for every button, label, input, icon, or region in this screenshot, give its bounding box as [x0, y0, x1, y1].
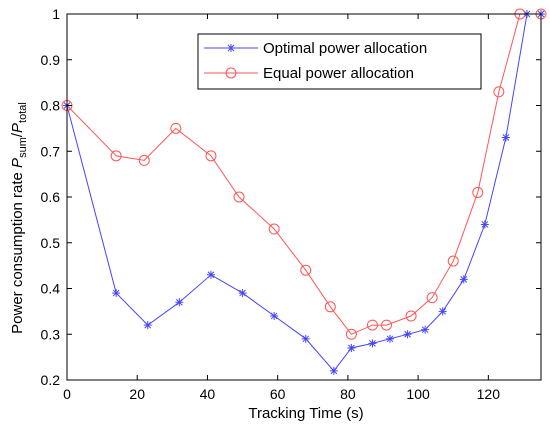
- axes: 0 20 40 60 80 100 120 0.2 0.3 0.4 0.5 0.6 0.7 0.8 0.9 1: [41, 6, 542, 402]
- series-layer: [61, 8, 547, 375]
- data-point-equal: [426, 292, 438, 304]
- data-point-optimal: [301, 334, 310, 343]
- y-axis-label-p1: P: [9, 158, 26, 168]
- data-point-optimal: [386, 334, 395, 343]
- y-axis-label: Power consumption rate Psum/Ptotal: [9, 102, 29, 334]
- data-point-optimal: [480, 220, 489, 229]
- data-point-optimal: [270, 311, 279, 320]
- data-point-equal: [138, 154, 150, 166]
- data-point-optimal: [501, 133, 510, 142]
- series-line-equal: [66, 13, 541, 335]
- x-tick-label: 120: [477, 386, 501, 402]
- y-axis-label-main: Power consumption rate: [9, 168, 26, 334]
- data-point-equal: [233, 191, 245, 203]
- legend-entry-equal: Equal power allocation: [204, 65, 414, 82]
- y-axis-label-slash: /: [9, 132, 26, 137]
- data-point-optimal: [347, 343, 356, 352]
- data-point-equal: [268, 223, 280, 235]
- data-point-equal: [381, 319, 393, 331]
- x-tick-label: 40: [200, 386, 216, 402]
- legend-marker-optimal: [227, 44, 235, 52]
- data-point-optimal: [206, 270, 215, 279]
- data-point-equal: [170, 122, 182, 134]
- x-tick-label: 60: [270, 386, 286, 402]
- data-point-equal: [472, 186, 484, 198]
- data-point-optimal: [175, 298, 184, 307]
- y-axis-label-p2: P: [9, 123, 26, 133]
- data-point-equal: [205, 150, 217, 162]
- x-axis-label: Tracking Time (s): [248, 405, 363, 422]
- y-tick-label: 0.8: [41, 98, 61, 114]
- data-point-optimal: [238, 289, 247, 298]
- y-tick-label: 0.9: [41, 52, 61, 68]
- data-point-optimal: [403, 330, 412, 339]
- data-point-optimal: [438, 307, 447, 316]
- data-point-equal: [405, 310, 417, 322]
- data-point-optimal: [143, 321, 152, 330]
- data-point-equal: [110, 150, 122, 162]
- series-equal: [61, 8, 547, 340]
- y-axis-label-sub2: total: [17, 102, 29, 123]
- x-tick-label: 20: [129, 386, 145, 402]
- legend-box: [197, 33, 482, 90]
- data-point-optimal: [459, 275, 468, 284]
- y-tick-label: 0.5: [41, 235, 61, 251]
- y-tick-label: 1: [52, 6, 60, 22]
- data-point-equal: [324, 301, 336, 313]
- y-tick-label: 0.6: [41, 189, 61, 205]
- y-tick-label: 0.2: [41, 372, 61, 388]
- data-point-equal: [493, 86, 505, 98]
- y-tick-label: 0.7: [41, 143, 61, 159]
- data-point-optimal: [368, 339, 377, 348]
- x-tick-label: 0: [63, 386, 71, 402]
- data-point-equal: [345, 328, 357, 340]
- legend-marker-equal: [225, 67, 237, 79]
- series-line-optimal: [66, 13, 541, 372]
- y-axis-label-sub1: sum: [17, 137, 29, 158]
- y-tick-label: 0.3: [41, 326, 61, 342]
- legend: Optimal power allocation Equal power all…: [197, 33, 482, 90]
- data-point-equal: [300, 264, 312, 276]
- y-tick-label: 0.4: [41, 281, 61, 297]
- data-point-optimal: [421, 325, 430, 334]
- data-point-equal: [447, 255, 459, 267]
- data-point-optimal: [329, 366, 338, 375]
- legend-entry-optimal: Optimal power allocation: [204, 40, 427, 57]
- data-point-optimal: [112, 289, 121, 298]
- x-tick-label: 100: [406, 386, 430, 402]
- legend-label-optimal: Optimal power allocation: [263, 40, 427, 57]
- legend-label-equal: Equal power allocation: [263, 65, 414, 82]
- x-tick-label: 80: [340, 386, 356, 402]
- data-point-equal: [366, 319, 378, 331]
